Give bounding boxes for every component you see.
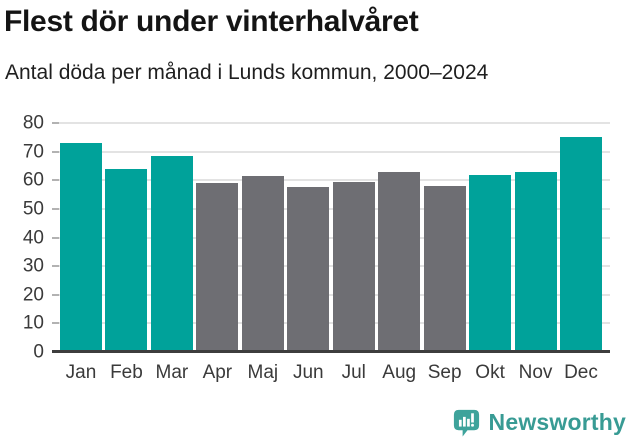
x-axis-label-feb: Feb: [110, 362, 143, 383]
bar-apr: [196, 183, 239, 352]
gridline-80: [52, 122, 610, 124]
bar-sep: [423, 185, 466, 352]
y-axis-label-80: 80: [22, 112, 44, 134]
footer-branding: Newsworthy: [451, 407, 626, 438]
y-tick-10: [52, 322, 59, 325]
gridline-10: [52, 322, 610, 325]
chart-card: Flest dör under vinterhalvåret Antal död…: [0, 5, 631, 444]
y-axis-label-20: 20: [22, 284, 44, 306]
x-axis-label-maj: Maj: [247, 362, 279, 383]
gridline-30: [52, 265, 610, 268]
x-axis-label-apr: Apr: [202, 362, 233, 383]
brand-name: Newsworthy: [488, 409, 626, 435]
bar-nov: [514, 171, 557, 352]
bars-container: [52, 123, 610, 352]
bar-feb: [105, 168, 148, 352]
x-axis-label-jun: Jun: [292, 362, 324, 383]
x-axis-label-nov: Nov: [518, 362, 553, 383]
y-tick-70: [52, 150, 59, 153]
x-axis-label-mar: Mar: [155, 362, 189, 383]
y-axis-label-70: 70: [22, 141, 44, 163]
y-axis-label-0: 0: [33, 341, 44, 363]
y-axis-label-40: 40: [22, 227, 44, 248]
bar-chart: 0 10 20 30 40 50 60 70 80 Jan Feb Mar Apr Maj Jun Jul A…: [0, 114, 631, 384]
chart-title: Flest dör under vinterhalvåret: [4, 5, 419, 38]
newsworthy-logo-icon: [451, 407, 482, 438]
gridline-20: [52, 293, 610, 296]
y-tick-80: [52, 122, 59, 124]
y-tick-20: [52, 293, 59, 296]
bar-jun: [287, 187, 330, 352]
y-axis-label-30: 30: [22, 255, 44, 277]
x-axis-label-dec: Dec: [564, 362, 598, 383]
bar-jan: [60, 143, 102, 352]
x-axis-label-jul: Jul: [341, 362, 366, 383]
y-tick-40: [52, 236, 59, 239]
x-axis-label-jan: Jan: [65, 362, 97, 383]
bar-maj: [241, 175, 284, 352]
y-axis-label-50: 50: [22, 198, 44, 220]
y-tick-50: [52, 207, 59, 210]
gridline-50: [52, 207, 610, 210]
gridline-40: [52, 236, 610, 239]
y-tick-30: [52, 265, 59, 268]
chart-subtitle: Antal döda per månad i Lunds kommun, 200…: [5, 60, 489, 84]
y-tick-60: [52, 179, 59, 182]
plot-area: 0 10 20 30 40 50 60 70 80: [23, 114, 610, 362]
gridline-60: [52, 179, 610, 182]
x-axis-label-okt: Okt: [475, 362, 505, 383]
x-axis-line: [52, 350, 610, 353]
bar-mar: [150, 155, 193, 352]
x-axis-labels: Jan Feb Mar Apr Maj Jun Jul Aug Sep Okt Nov Dec: [52, 362, 610, 384]
bar-jul: [332, 181, 375, 352]
y-axis-label-10: 10: [22, 312, 44, 334]
x-axis-label-sep: Sep: [427, 362, 462, 383]
x-axis-label-aug: Aug: [382, 362, 417, 383]
bar-aug: [378, 171, 421, 352]
bar-okt: [469, 174, 512, 352]
gridline-70: [52, 150, 610, 153]
y-axis-label-60: 60: [22, 169, 44, 191]
bar-dec: [559, 137, 602, 352]
